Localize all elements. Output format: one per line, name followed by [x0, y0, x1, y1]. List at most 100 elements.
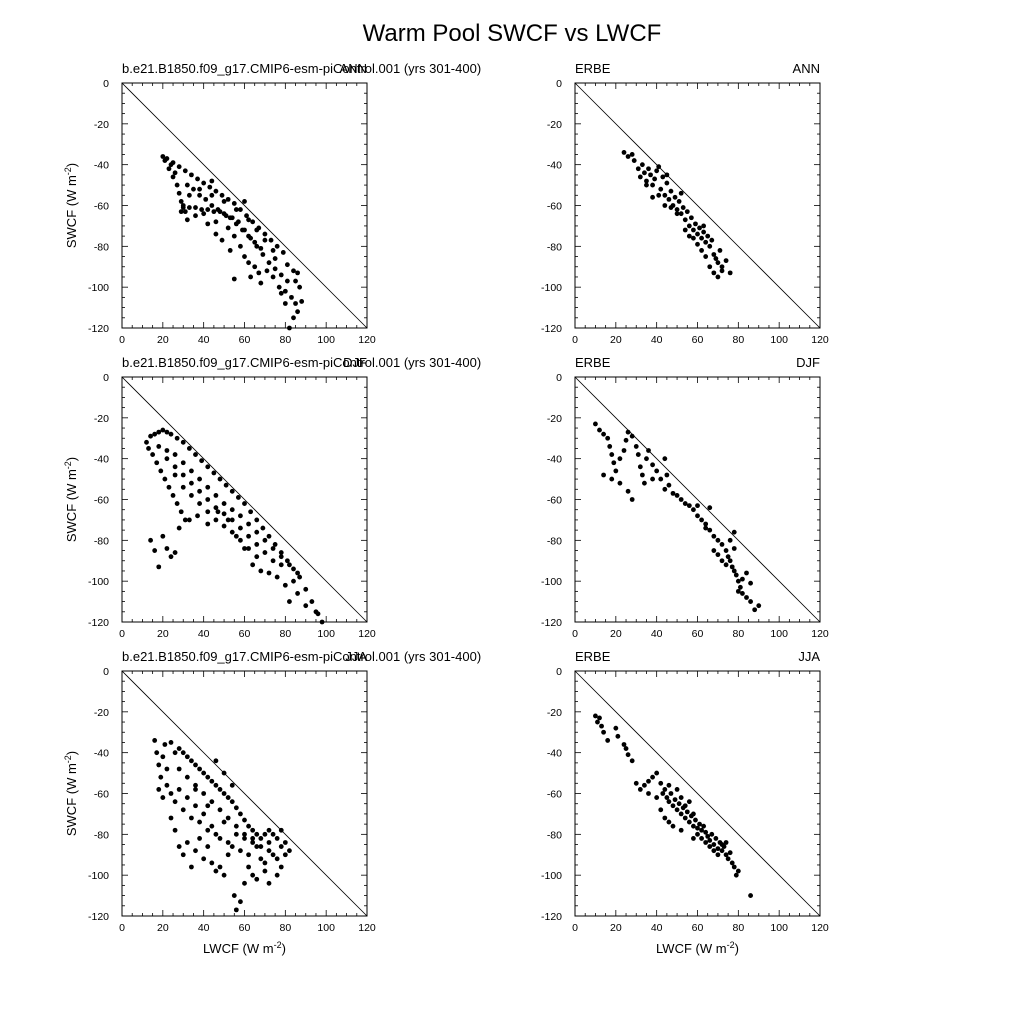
data-point: [221, 523, 227, 529]
data-point: [162, 158, 168, 163]
data-point: [252, 239, 258, 245]
data-point: [248, 509, 254, 515]
x-tick-label: 40: [651, 628, 663, 640]
data-point: [225, 840, 231, 845]
data-point: [697, 821, 702, 827]
data-point: [278, 562, 284, 568]
data-point: [699, 517, 704, 523]
data-point: [676, 199, 682, 204]
data-point: [635, 452, 641, 457]
data-point: [697, 225, 702, 231]
data-point: [674, 787, 680, 792]
data-point: [246, 864, 251, 870]
data-point: [156, 429, 162, 435]
data-point: [201, 211, 207, 217]
data-point: [217, 209, 223, 215]
scatter-points: [152, 738, 292, 913]
data-point: [715, 552, 721, 558]
data-point: [158, 774, 164, 780]
data-point: [242, 254, 247, 259]
data-point: [282, 582, 288, 588]
data-point: [193, 205, 198, 210]
data-point: [217, 864, 223, 870]
data-point: [727, 558, 733, 564]
data-point: [184, 754, 190, 760]
data-point: [186, 192, 192, 198]
data-point: [150, 452, 156, 457]
data-point: [629, 497, 635, 502]
data-point: [170, 174, 176, 180]
data-point: [711, 252, 717, 257]
y-tick-label: -120: [88, 911, 109, 923]
data-point: [199, 458, 205, 464]
data-point: [703, 525, 709, 531]
data-point: [262, 537, 268, 543]
x-tick-label: 20: [610, 922, 622, 934]
reference-line: [574, 82, 821, 329]
data-point: [174, 435, 180, 441]
y-tick-label: -40: [547, 160, 562, 172]
data-point: [709, 831, 715, 837]
data-point: [637, 464, 643, 470]
data-point: [278, 550, 284, 555]
data-point: [191, 186, 196, 192]
data-point: [205, 774, 211, 780]
x-tick-label: 100: [317, 922, 335, 934]
y-tick-label: -100: [541, 870, 562, 882]
data-point: [703, 521, 709, 527]
data-point: [650, 194, 655, 200]
data-point: [225, 517, 231, 523]
data-point: [193, 848, 198, 854]
data-point: [272, 542, 278, 547]
y-tick-label: -20: [94, 707, 109, 719]
x-tick-label: 100: [317, 334, 335, 346]
data-point: [680, 205, 686, 210]
data-point: [639, 472, 645, 478]
data-point: [725, 856, 731, 862]
data-point: [713, 836, 719, 841]
data-point: [213, 758, 219, 764]
data-point: [213, 219, 219, 225]
data-point: [213, 868, 219, 874]
data-point: [238, 537, 243, 543]
data-point: [295, 591, 300, 596]
data-point: [733, 872, 739, 878]
data-point: [688, 215, 694, 221]
data-point: [203, 196, 209, 202]
data-point: [205, 464, 211, 470]
data-point: [254, 554, 260, 560]
data-point: [162, 742, 168, 747]
data-point: [654, 770, 660, 776]
data-point: [648, 172, 653, 178]
data-point: [176, 190, 182, 196]
data-point: [695, 831, 700, 837]
data-point: [289, 294, 294, 300]
data-point: [633, 444, 639, 449]
y-tick-label: -120: [541, 323, 562, 335]
data-point: [189, 480, 194, 486]
panel-erbe-jja: 0 20 40 60 80 100 120 0 -20 -40 -60 -80 -100 -120 ERBE…: [541, 649, 829, 956]
data-point: [168, 740, 174, 745]
data-point: [168, 431, 174, 437]
data-point: [695, 231, 700, 237]
data-point: [678, 811, 684, 817]
data-point: [186, 446, 192, 451]
data-point: [258, 245, 264, 251]
data-point: [597, 427, 602, 433]
data-point: [664, 795, 670, 800]
data-point: [625, 429, 631, 435]
reference-line: [574, 376, 821, 623]
data-point: [601, 431, 606, 437]
x-tick-label: 40: [198, 334, 210, 346]
data-point: [729, 564, 735, 570]
data-point: [205, 844, 211, 849]
data-point: [303, 586, 309, 592]
data-point: [637, 787, 643, 792]
panel-model-ann: 0 20 40 60 80 100 120 0 -20 -40 -60 -80 -100 -120 b.e2…: [63, 61, 481, 346]
data-point: [217, 787, 223, 792]
data-point: [278, 827, 284, 833]
data-point: [291, 315, 296, 321]
data-point: [678, 827, 684, 833]
data-point: [205, 803, 211, 809]
data-point: [229, 507, 235, 513]
